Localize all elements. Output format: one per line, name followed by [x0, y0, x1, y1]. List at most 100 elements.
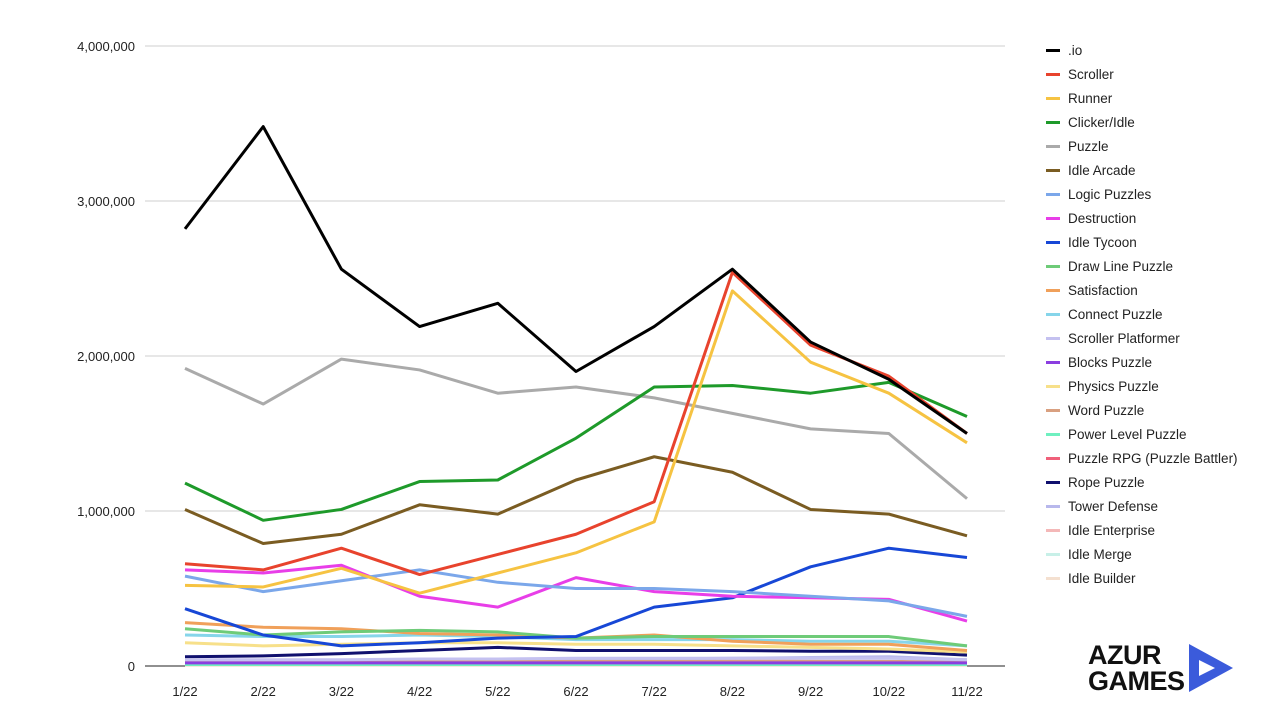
series-line-rope-puzzle [184, 645, 968, 659]
legend-swatch [1046, 384, 1060, 388]
x-tick-label: 5/22 [485, 684, 510, 699]
play-triangle-icon [1188, 644, 1233, 692]
series-line-draw-line-puzzle [184, 627, 968, 648]
legend-item: Destruction [1046, 206, 1238, 230]
legend-label: Clicker/Idle [1068, 114, 1135, 130]
legend-swatch [1046, 408, 1060, 412]
legend-swatch [1046, 72, 1060, 76]
legend-swatch [1046, 192, 1060, 196]
series-line-logic-puzzles [184, 568, 968, 618]
x-tick-label: 9/22 [798, 684, 823, 699]
legend-swatch [1046, 504, 1060, 508]
series-line-scroller-platformer [185, 656, 968, 662]
legend-label: Word Puzzle [1068, 402, 1145, 418]
legend-item: .io [1046, 38, 1238, 62]
legend-item: Idle Merge [1046, 542, 1238, 566]
series-line-physics-puzzle [184, 641, 968, 654]
x-tick-label: 2/22 [251, 684, 276, 699]
series-line--io [183, 125, 968, 435]
legend-swatch [1046, 120, 1060, 124]
legend-swatch [1046, 312, 1060, 316]
logo-line2: GAMES [1088, 666, 1185, 696]
series-line-destruction [184, 563, 968, 623]
legend-item: Blocks Puzzle [1046, 350, 1238, 374]
legend-swatch [1046, 240, 1060, 244]
legend-label: Rope Puzzle [1068, 474, 1145, 490]
series-line-idle-arcade [184, 455, 968, 546]
legend-swatch [1046, 96, 1060, 100]
legend-item: Puzzle RPG (Puzzle Battler) [1046, 446, 1238, 470]
legend-label: Idle Arcade [1068, 162, 1136, 178]
legend-item: Tower Defense [1046, 494, 1238, 518]
legend-item: Physics Puzzle [1046, 374, 1238, 398]
line-chart: 0 1,000,000 2,000,000 3,000,000 4,000,000 1/2… [77, 39, 1005, 699]
legend-label: Runner [1068, 90, 1113, 106]
legend-item: Connect Puzzle [1046, 302, 1238, 326]
legend-item: Idle Tycoon [1046, 230, 1238, 254]
legend-label: Blocks Puzzle [1068, 354, 1153, 370]
legend-item: Satisfaction [1046, 278, 1238, 302]
legend-swatch [1046, 432, 1060, 436]
legend-label: Logic Puzzles [1068, 186, 1152, 202]
legend-label: Puzzle RPG (Puzzle Battler) [1068, 450, 1238, 466]
series-line-word-puzzle [185, 659, 968, 664]
legend-item: Word Puzzle [1046, 398, 1238, 422]
legend-label: Idle Builder [1068, 570, 1136, 586]
x-tick-label: 6/22 [563, 684, 588, 699]
legend-item: Rope Puzzle [1046, 470, 1238, 494]
legend: .io Scroller Runner Clicker/Idle Puzzle Idle … [1046, 38, 1238, 590]
legend-item: Power Level Puzzle [1046, 422, 1238, 446]
legend-item: Idle Builder [1046, 566, 1238, 590]
legend-item: Runner [1046, 86, 1238, 110]
legend-item: Idle Enterprise [1046, 518, 1238, 542]
y-tick-label: 3,000,000 [77, 194, 135, 209]
series-line-puzzle [184, 357, 968, 500]
legend-item: Scroller [1046, 62, 1238, 86]
legend-label: Scroller [1068, 66, 1114, 82]
x-tick-label: 7/22 [642, 684, 667, 699]
x-tick-label: 8/22 [720, 684, 745, 699]
legend-label: Tower Defense [1068, 498, 1159, 514]
y-tick-label: 2,000,000 [77, 349, 135, 364]
legend-label: Draw Line Puzzle [1068, 258, 1174, 274]
legend-label: Puzzle [1068, 138, 1109, 154]
legend-label: .io [1068, 42, 1083, 58]
azur-games-logo: AZUR GAMES [1088, 640, 1237, 696]
legend-swatch [1046, 456, 1060, 460]
y-tick-label: 4,000,000 [77, 39, 135, 54]
x-tick-label: 10/22 [873, 684, 906, 699]
series-line-runner [184, 289, 968, 595]
legend-item: Scroller Platformer [1046, 326, 1238, 350]
legend-label: Idle Merge [1068, 546, 1132, 562]
x-tick-label: 11/22 [951, 684, 983, 699]
x-tick-label: 3/22 [329, 684, 354, 699]
series-line-scroller [184, 270, 968, 577]
legend-swatch [1046, 552, 1060, 556]
y-tick-label: 0 [128, 659, 135, 674]
legend-label: Destruction [1068, 210, 1137, 226]
x-tick-label: 4/22 [407, 684, 432, 699]
legend-swatch [1046, 168, 1060, 172]
legend-swatch [1046, 360, 1060, 364]
x-tick-label: 1/22 [172, 684, 197, 699]
legend-label: Idle Tycoon [1068, 234, 1137, 250]
legend-swatch [1046, 48, 1060, 52]
logo-line1: AZUR [1088, 640, 1161, 670]
legend-swatch [1046, 144, 1060, 148]
series-line-clicker-idle [184, 380, 968, 522]
legend-label: Scroller Platformer [1068, 330, 1180, 346]
legend-item: Clicker/Idle [1046, 110, 1238, 134]
legend-item: Puzzle [1046, 134, 1238, 158]
legend-label: Satisfaction [1068, 282, 1138, 298]
legend-swatch [1046, 288, 1060, 292]
legend-swatch [1046, 480, 1060, 484]
series-line-connect-puzzle [184, 633, 968, 648]
legend-item: Idle Arcade [1046, 158, 1238, 182]
legend-swatch [1046, 576, 1060, 580]
series-line-idle-tycoon [184, 546, 968, 648]
legend-swatch [1046, 216, 1060, 220]
legend-swatch [1046, 528, 1060, 532]
legend-label: Power Level Puzzle [1068, 426, 1187, 442]
legend-label: Physics Puzzle [1068, 378, 1159, 394]
legend-swatch [1046, 264, 1060, 268]
